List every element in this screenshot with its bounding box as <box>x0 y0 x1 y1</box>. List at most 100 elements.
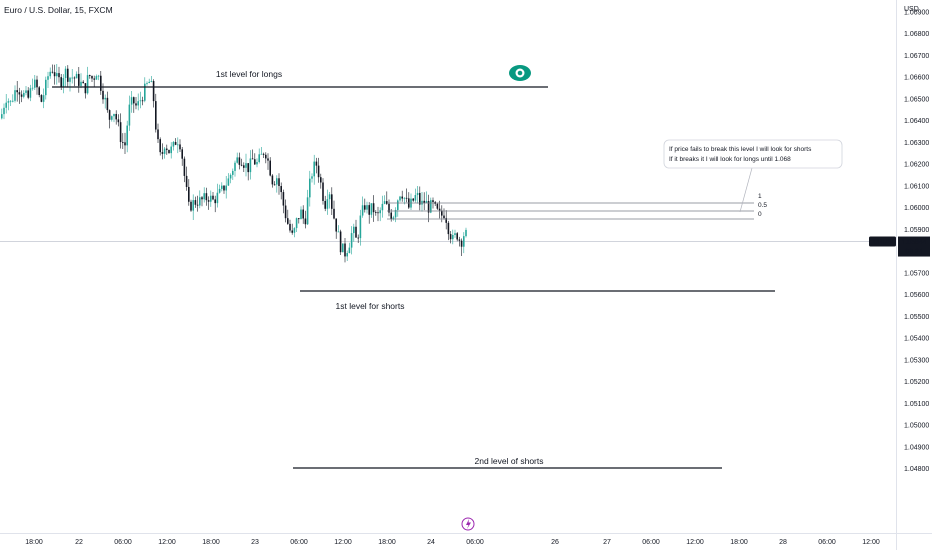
price-tick-label: 1.05100 <box>904 401 929 408</box>
candle <box>436 202 439 210</box>
candle <box>300 206 302 220</box>
candle <box>359 209 362 246</box>
price-tick-label: 1.04800 <box>904 466 929 473</box>
candle <box>271 174 274 188</box>
candle <box>174 138 177 146</box>
candle <box>265 152 267 164</box>
candle <box>361 196 364 218</box>
candle <box>170 142 172 159</box>
candle <box>185 166 188 191</box>
candle <box>179 139 181 153</box>
candle <box>322 178 324 205</box>
candle <box>221 182 223 192</box>
candle <box>111 115 113 122</box>
candle <box>148 78 150 84</box>
time-tick-label: 12:00 <box>862 539 880 546</box>
candle <box>419 186 421 211</box>
fib-label-1: 1 <box>758 193 762 200</box>
candle <box>124 132 126 155</box>
candle <box>267 153 269 170</box>
candle <box>75 71 78 79</box>
candle <box>166 144 168 155</box>
candle <box>86 66 89 95</box>
candle <box>172 140 175 151</box>
price-tick-label: 1.06800 <box>904 31 929 38</box>
candle <box>9 100 12 107</box>
candle <box>78 67 80 93</box>
candle <box>465 227 467 238</box>
candle <box>234 160 236 177</box>
candle <box>249 150 252 180</box>
candle <box>128 95 131 131</box>
candle <box>53 64 56 85</box>
candle <box>108 109 111 129</box>
candle <box>388 199 390 217</box>
candle <box>42 88 45 109</box>
price-axis[interactable]: 1.06900 1.06800 1.06700 1.06600 1.06500 1.064… <box>904 9 929 473</box>
time-axis[interactable]: 18:00 22 06:00 12:00 18:00 23 06:00 12:00 18:00 2… <box>25 539 880 546</box>
candle <box>412 197 414 202</box>
candle <box>89 74 91 79</box>
candle <box>73 76 76 87</box>
candle <box>133 96 135 113</box>
time-tick-label: 18:00 <box>202 539 220 546</box>
candle <box>14 85 16 103</box>
candle <box>302 205 304 224</box>
symbol-title[interactable]: Euro / U.S. Dollar, 15, FXCM <box>4 5 113 15</box>
candle <box>278 173 280 195</box>
candle <box>443 208 445 220</box>
time-tick-label: 06:00 <box>466 539 484 546</box>
candle <box>449 231 452 244</box>
candle <box>258 148 260 164</box>
candle <box>291 223 293 235</box>
candle <box>141 96 144 106</box>
short-level-2-label: 2nd level of shorts <box>475 456 544 466</box>
candle <box>190 199 192 212</box>
price-tick-label: 1.06700 <box>904 53 929 60</box>
candle <box>342 243 344 253</box>
candle <box>225 175 227 199</box>
candle <box>177 137 179 154</box>
candle <box>326 189 329 215</box>
candle <box>232 168 234 181</box>
candle <box>430 197 432 214</box>
candle <box>194 196 197 208</box>
candle <box>357 234 359 244</box>
candle <box>414 188 417 203</box>
candle <box>324 195 326 212</box>
callout-box[interactable] <box>663 139 843 169</box>
candle <box>25 86 27 96</box>
time-tick-label: 06:00 <box>818 539 836 546</box>
candle <box>58 66 60 83</box>
candle <box>460 238 463 256</box>
candle <box>463 232 465 254</box>
candle <box>381 195 384 218</box>
candle <box>56 64 58 85</box>
candle <box>366 201 368 214</box>
candle <box>100 71 102 95</box>
candle <box>284 199 287 223</box>
candle <box>155 93 157 133</box>
price-tick-label: 1.06500 <box>904 96 929 103</box>
time-tick-label: 27 <box>603 539 611 546</box>
candle <box>150 76 153 83</box>
time-tick-label: 23 <box>251 539 259 546</box>
lightning-icon[interactable] <box>461 517 475 531</box>
candle <box>67 65 69 88</box>
candle <box>276 175 278 193</box>
price-tick-label: 1.06600 <box>904 75 929 82</box>
candle <box>205 187 208 206</box>
eye-icon[interactable] <box>509 65 531 81</box>
candle <box>346 250 348 262</box>
candle <box>260 146 263 155</box>
candle <box>23 90 25 99</box>
candle <box>183 156 186 183</box>
time-tick-label: 06:00 <box>642 539 660 546</box>
symbol-badge: EURUSD <box>869 236 897 247</box>
candle <box>304 210 307 229</box>
price-tick-label: 1.05200 <box>904 379 929 386</box>
candle <box>280 182 282 200</box>
